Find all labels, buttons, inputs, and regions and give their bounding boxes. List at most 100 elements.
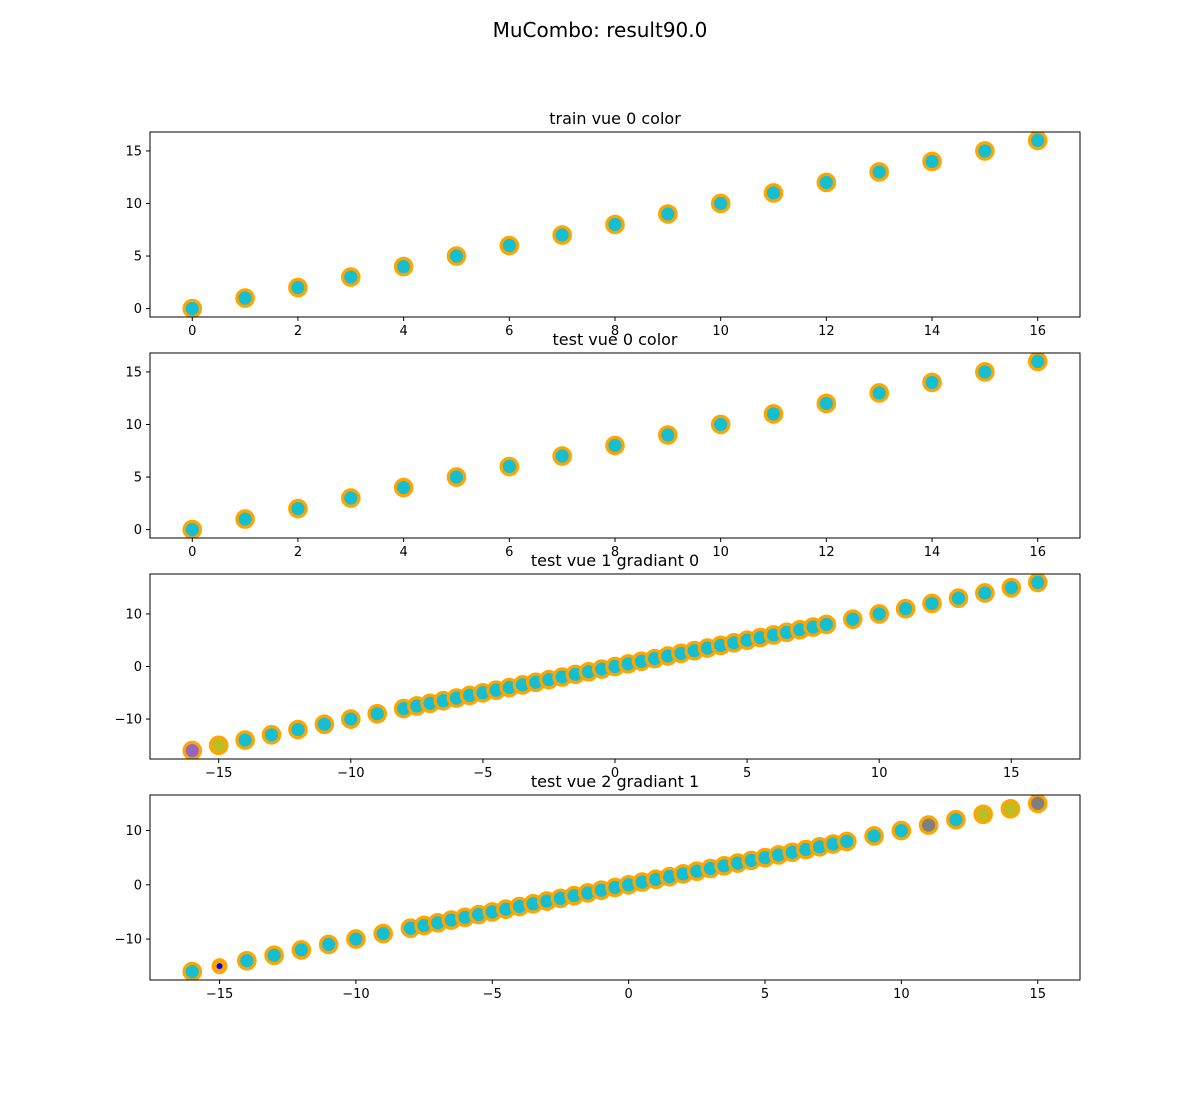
data-point bbox=[235, 730, 255, 750]
y-tick-label: 0 bbox=[134, 660, 142, 675]
data-point bbox=[235, 288, 255, 308]
data-point bbox=[973, 804, 993, 825]
x-tick-label: 14 bbox=[924, 545, 941, 560]
data-point bbox=[182, 519, 203, 538]
data-point bbox=[763, 404, 784, 424]
data-point bbox=[605, 435, 625, 456]
x-tick-label: −15 bbox=[206, 987, 233, 1002]
data-point bbox=[1027, 574, 1048, 593]
data-point bbox=[314, 714, 335, 735]
x-tick-label: 10 bbox=[712, 545, 729, 560]
data-point bbox=[869, 383, 889, 403]
data-point bbox=[975, 141, 995, 161]
scatter-points bbox=[182, 132, 1048, 317]
data-point bbox=[895, 598, 916, 619]
subplots: train vue 0 color 0 2 4 6 8 10 12 14 16 0 5 10 15 test… bbox=[115, 109, 1081, 1002]
data-point bbox=[816, 614, 837, 635]
axes-frame bbox=[149, 794, 1081, 981]
data-point bbox=[288, 498, 308, 519]
data-point bbox=[922, 372, 942, 393]
y-tick-label: 10 bbox=[125, 824, 142, 839]
data-point bbox=[658, 204, 678, 224]
data-point bbox=[367, 703, 388, 724]
data-point bbox=[1027, 353, 1048, 372]
data-point bbox=[763, 183, 784, 203]
data-point bbox=[1000, 799, 1021, 819]
y-tick-label: −10 bbox=[115, 713, 142, 728]
data-point bbox=[499, 456, 520, 477]
x-tick-label: −5 bbox=[483, 987, 502, 1002]
subplot-title: test vue 2 gradiant 1 bbox=[531, 772, 699, 791]
data-point bbox=[264, 945, 284, 966]
subplot-2: test vue 0 color 0 2 4 6 8 10 12 14 16 0 5 10 15 bbox=[125, 330, 1081, 560]
data-point bbox=[869, 162, 889, 182]
y-tick-label: 10 bbox=[125, 197, 142, 212]
y-tick-label: 5 bbox=[134, 250, 142, 265]
data-point bbox=[208, 735, 229, 756]
data-point bbox=[975, 362, 995, 382]
scatter-points bbox=[182, 795, 1048, 980]
x-tick-label: 16 bbox=[1029, 324, 1046, 339]
data-point bbox=[340, 488, 361, 508]
data-point bbox=[237, 950, 257, 971]
x-tick-label: 5 bbox=[761, 987, 769, 1002]
data-point bbox=[869, 604, 889, 624]
data-point bbox=[922, 593, 942, 614]
data-point bbox=[211, 958, 228, 975]
x-tick-label: 6 bbox=[505, 545, 513, 560]
x-tick-label: 0 bbox=[611, 766, 619, 781]
x-tick-label: 10 bbox=[893, 987, 910, 1002]
x-tick-label: 0 bbox=[188, 545, 196, 560]
subplot-4: test vue 2 gradiant 1 −15 −10 −5 0 5 10 15 −10 0 1… bbox=[115, 772, 1081, 1002]
y-tick-label: 5 bbox=[134, 471, 142, 486]
data-point bbox=[710, 414, 731, 435]
data-point bbox=[1001, 577, 1022, 598]
data-point bbox=[605, 214, 625, 235]
x-tick-label: 12 bbox=[818, 324, 835, 339]
x-tick-label: 15 bbox=[1029, 987, 1046, 1002]
data-point bbox=[288, 719, 308, 740]
data-point bbox=[393, 477, 414, 498]
x-tick-label: 4 bbox=[399, 324, 407, 339]
data-point bbox=[446, 467, 467, 487]
subplot-3: test vue 1 gradiant 0 −15 −10 −5 0 5 10 15 −10 0 1… bbox=[115, 551, 1081, 781]
data-point bbox=[864, 826, 884, 846]
subplot-1: train vue 0 color 0 2 4 6 8 10 12 14 16 0 5 10 15 bbox=[125, 109, 1081, 339]
y-tick-label: 15 bbox=[125, 365, 142, 380]
x-tick-label: −5 bbox=[473, 766, 492, 781]
data-point bbox=[1027, 132, 1048, 151]
x-tick-label: 5 bbox=[743, 766, 751, 781]
x-tick-label: −15 bbox=[205, 766, 232, 781]
data-point bbox=[816, 393, 837, 414]
data-point bbox=[922, 151, 942, 172]
x-tick-label: 6 bbox=[505, 324, 513, 339]
data-point bbox=[837, 831, 857, 852]
data-point bbox=[552, 225, 572, 245]
y-tick-label: 0 bbox=[134, 878, 142, 893]
x-tick-label: −10 bbox=[337, 766, 364, 781]
subplot-title: test vue 1 gradiant 0 bbox=[531, 551, 699, 570]
subplot-title: test vue 0 color bbox=[552, 330, 677, 349]
x-tick-label: 8 bbox=[611, 324, 619, 339]
x-tick-label: 8 bbox=[611, 545, 619, 560]
data-point bbox=[182, 740, 203, 759]
data-point bbox=[975, 583, 995, 603]
subplot-title: train vue 0 color bbox=[549, 109, 681, 128]
data-point bbox=[1027, 795, 1048, 814]
data-point bbox=[261, 725, 282, 745]
data-point bbox=[235, 509, 255, 529]
x-tick-label: 0 bbox=[624, 987, 632, 1002]
x-tick-label: 2 bbox=[294, 324, 302, 339]
scatter-points bbox=[182, 574, 1048, 759]
x-tick-label: 0 bbox=[188, 324, 196, 339]
data-point bbox=[446, 246, 467, 266]
x-tick-label: 15 bbox=[1003, 766, 1020, 781]
data-point bbox=[182, 298, 203, 317]
data-point bbox=[393, 256, 414, 277]
x-tick-label: −10 bbox=[342, 987, 369, 1002]
data-point bbox=[842, 609, 863, 629]
y-tick-label: 10 bbox=[125, 418, 142, 433]
y-tick-label: 0 bbox=[134, 523, 142, 538]
data-point bbox=[948, 588, 969, 608]
x-tick-label: 10 bbox=[712, 324, 729, 339]
